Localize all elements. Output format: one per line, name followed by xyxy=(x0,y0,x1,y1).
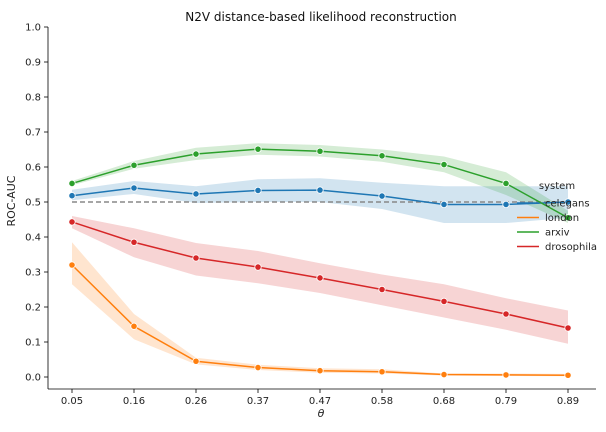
drosophila-point xyxy=(440,297,448,305)
legend-label-arxiv: arxiv xyxy=(545,228,570,239)
y-tick-label: 0.1 xyxy=(25,338,41,349)
x-tick-label: 0.47 xyxy=(309,396,331,407)
legend-label-london: london xyxy=(545,213,579,224)
london-point xyxy=(254,363,262,372)
arxiv-point xyxy=(68,179,76,188)
drosophila-point xyxy=(564,324,572,332)
y-tick-label: 0.7 xyxy=(25,128,41,139)
arxiv-point xyxy=(564,214,572,222)
celegans-point xyxy=(68,192,76,200)
y-axis-title: ROC-AUC xyxy=(5,175,18,226)
celegans-point xyxy=(254,186,262,195)
legend-label-celegans: celegans xyxy=(545,199,590,210)
legend: system celegans london arxiv drosophila xyxy=(517,181,597,253)
celegans-point xyxy=(316,186,324,194)
drosophila-point xyxy=(316,274,324,282)
drosophila-point xyxy=(254,263,262,271)
y-tick-label: 0.0 xyxy=(25,373,41,384)
london-point xyxy=(502,371,510,379)
y-tick-label: 1.0 xyxy=(25,23,41,34)
x-tick-label: 0.37 xyxy=(247,396,269,407)
drosophila-point xyxy=(130,238,138,246)
arxiv-point xyxy=(192,150,200,158)
x-tick-label: 0.05 xyxy=(61,396,83,407)
drosophila-point xyxy=(502,310,510,318)
y-tick-label: 0.5 xyxy=(25,198,41,209)
y-tick-label: 0.4 xyxy=(25,233,41,244)
arxiv-point xyxy=(502,179,510,188)
x-tick-label: 0.68 xyxy=(433,396,455,407)
london-point xyxy=(68,261,76,269)
london-point xyxy=(378,368,386,376)
london-point xyxy=(564,371,572,379)
london-point xyxy=(192,357,200,365)
y-tick-label: 0.8 xyxy=(25,93,41,104)
celegans-point xyxy=(502,200,510,209)
x-tick-label: 0.26 xyxy=(185,396,207,407)
celegans-confidence-band xyxy=(72,178,568,223)
confidence-bands xyxy=(72,143,568,377)
arxiv-point xyxy=(254,145,262,153)
y-tick-label: 0.3 xyxy=(25,268,41,279)
y-tick-label: 0.9 xyxy=(25,58,41,69)
celegans-point xyxy=(192,190,200,198)
drosophila-point xyxy=(192,254,200,262)
chart-title: N2V distance-based likelihood reconstruc… xyxy=(185,10,457,24)
x-axis-title: θ xyxy=(318,407,325,420)
london-point xyxy=(316,367,324,375)
arxiv-point xyxy=(316,147,324,155)
y-tick-label: 0.6 xyxy=(25,163,41,174)
x-tick-label: 0.89 xyxy=(557,396,579,407)
celegans-point xyxy=(378,192,386,200)
x-tick-label: 0.16 xyxy=(123,396,145,407)
x-tick-label: 0.79 xyxy=(495,396,517,407)
y-tick-label: 0.2 xyxy=(25,303,41,314)
celegans-point xyxy=(564,198,572,206)
celegans-point xyxy=(130,184,138,192)
drosophila-point xyxy=(68,218,76,226)
arxiv-point xyxy=(378,152,386,160)
celegans-point xyxy=(440,200,448,209)
axes: 0.0 0.1 0.2 0.3 0.4 0.5 0.6 0.7 0.8 0.9 1.0 0.05 0.1… xyxy=(25,23,596,407)
london-point xyxy=(440,370,448,379)
legend-title: system xyxy=(539,181,575,192)
london-point xyxy=(130,322,138,330)
arxiv-point xyxy=(440,160,448,169)
series-lines xyxy=(68,145,572,379)
legend-label-drosophila: drosophila xyxy=(545,242,597,253)
drosophila-point xyxy=(378,285,386,294)
arxiv-point xyxy=(130,161,138,169)
x-tick-label: 0.58 xyxy=(371,396,393,407)
